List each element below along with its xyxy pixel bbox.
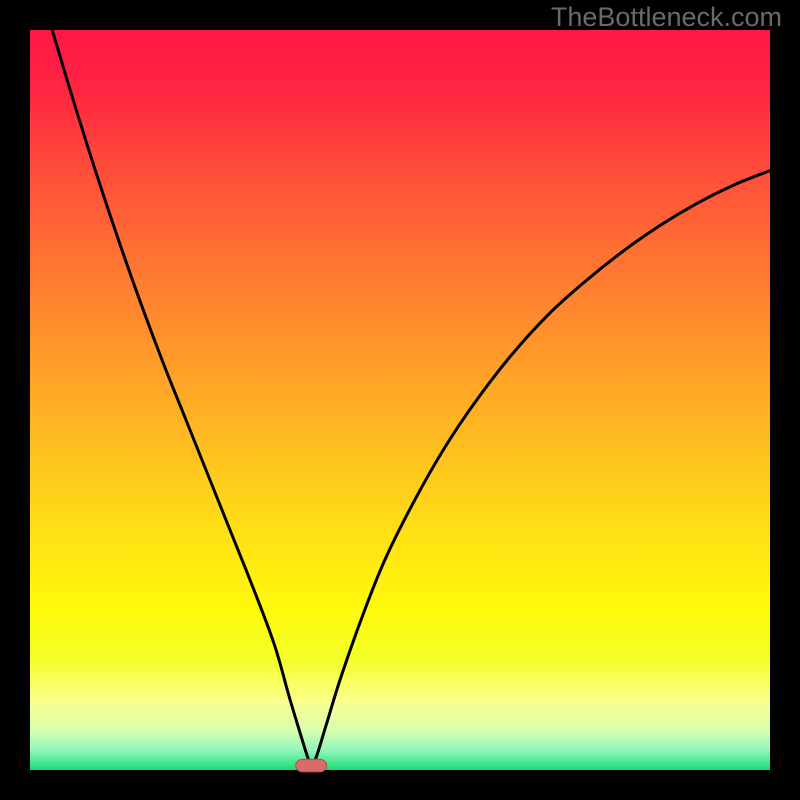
chart-stage: TheBottleneck.com xyxy=(0,0,800,800)
optimal-marker xyxy=(296,759,327,772)
chart-background xyxy=(30,30,770,770)
bottleneck-chart xyxy=(0,0,800,800)
watermark-text: TheBottleneck.com xyxy=(551,2,782,33)
